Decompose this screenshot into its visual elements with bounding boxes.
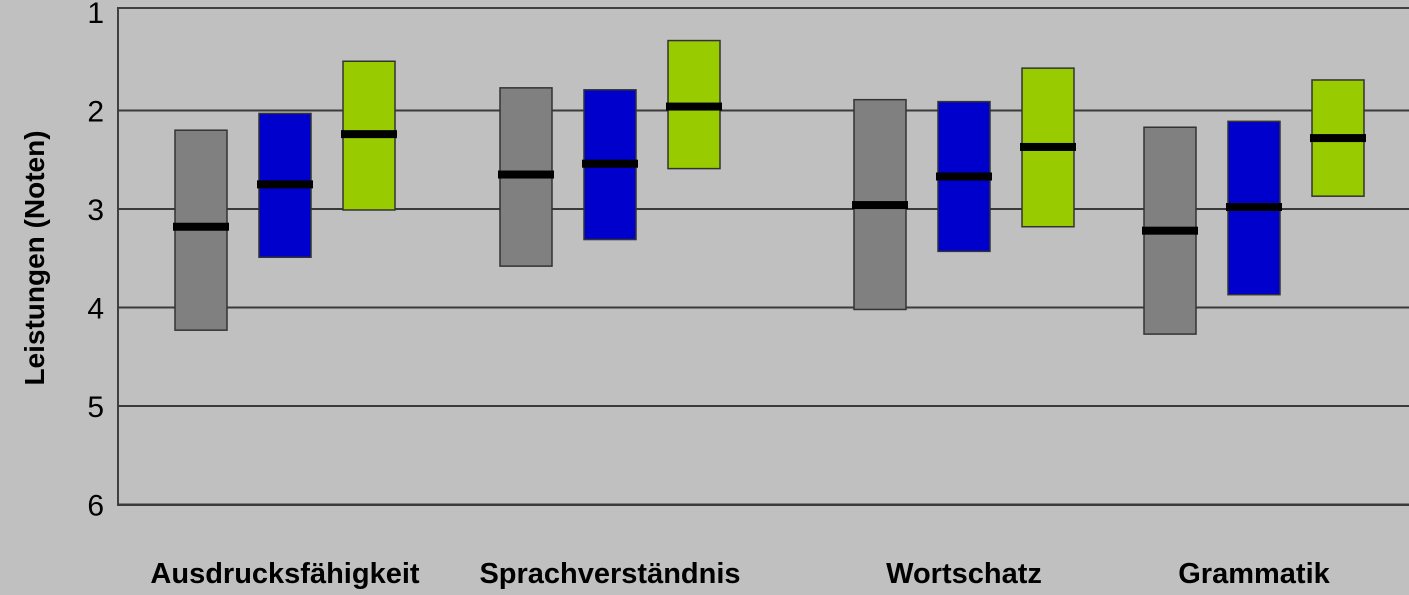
- y-tick-label: 2: [87, 96, 104, 129]
- y-tick-label: 6: [87, 490, 104, 523]
- median-marker: [1142, 226, 1198, 235]
- median-marker: [257, 180, 313, 189]
- y-tick-label: 3: [87, 194, 104, 227]
- category-label: Grammatik: [1178, 558, 1330, 590]
- category-label: Ausdrucksfähigkeit: [150, 558, 419, 590]
- category-label: Wortschatz: [886, 558, 1042, 590]
- median-marker: [936, 172, 992, 181]
- median-marker: [173, 222, 229, 231]
- median-marker: [1226, 203, 1282, 212]
- category-labels: Ausdrucksfähigkeit Sprachverständnis Worts…: [150, 558, 1330, 590]
- y-tick-label: 4: [87, 293, 104, 326]
- median-marker: [341, 130, 397, 139]
- range-bars: [173, 39, 1366, 335]
- median-marker: [852, 201, 908, 210]
- median-marker: [666, 102, 722, 111]
- category-label: Sprachverständnis: [479, 558, 740, 590]
- y-tick-label: 1: [87, 0, 104, 30]
- y-axis-ticks: 1 2 3 4 5 6: [87, 0, 104, 523]
- median-marker: [498, 170, 554, 179]
- median-marker: [1310, 134, 1366, 143]
- median-marker: [1020, 142, 1076, 151]
- median-marker: [582, 159, 638, 168]
- y-axis-title: Leistungen (Noten): [19, 130, 50, 385]
- y-tick-label: 5: [87, 391, 104, 424]
